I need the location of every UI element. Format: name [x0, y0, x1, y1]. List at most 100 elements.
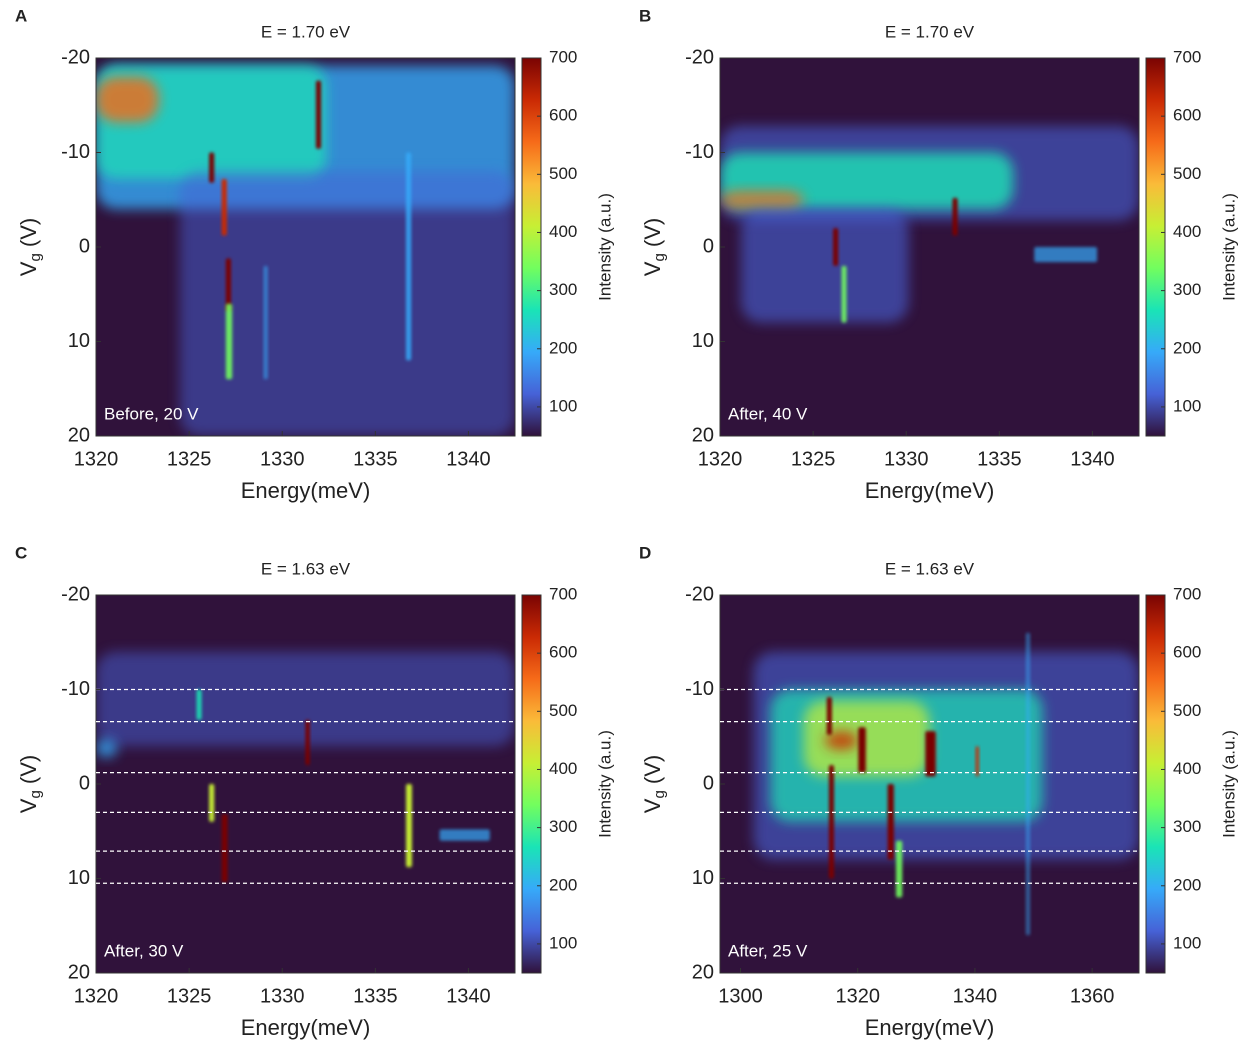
- intensity-feature: [841, 265, 847, 323]
- y-axis-label-suffix: (V): [640, 755, 665, 790]
- x-tick-label: 1325: [167, 448, 212, 470]
- panel: 1320 1325 1330 1335 1340 -20 -10 0 10 20 Energy(me…: [15, 6, 614, 502]
- colorbar-label: Intensity (a.u.): [595, 730, 614, 838]
- colorbar-tick-label: 500: [549, 701, 577, 720]
- x-tick-label: 1320: [698, 448, 743, 470]
- colorbar-tick-label: 300: [549, 817, 577, 836]
- intensity-feature: [952, 197, 958, 236]
- colorbar-tick-label: 200: [1173, 338, 1201, 357]
- panel: 1320 1325 1330 1335 1340 -20 -10 0 10 20 Energy(me…: [639, 6, 1238, 502]
- panel: 1320 1325 1330 1335 1340 -20 -10 0 10 20 Energy(me…: [15, 543, 614, 1039]
- y-axis-label-subscript: g: [651, 253, 668, 261]
- panel-label: C: [15, 543, 27, 562]
- y-axis-label: Vg (V): [16, 755, 44, 813]
- x-tick-label: 1340: [953, 985, 998, 1007]
- intensity-feature: [221, 814, 228, 883]
- y-tick-label: 10: [692, 330, 714, 352]
- intensity-feature: [225, 303, 233, 380]
- y-tick-label: -20: [61, 583, 90, 605]
- intensity-feature: [96, 651, 515, 747]
- panel: 1300 1320 1340 1360 -20 -10 0 10 20 Energy(meV) Vg…: [639, 543, 1238, 1039]
- y-axis-label-main: V: [640, 798, 665, 813]
- intensity-feature: [315, 80, 322, 149]
- x-tick-label: 1360: [1070, 985, 1115, 1007]
- colorbar-tick-label: 300: [549, 280, 577, 299]
- panel-label: A: [15, 6, 27, 25]
- x-tick-label: 1335: [353, 448, 398, 470]
- y-axis-label: Vg (V): [16, 218, 44, 276]
- annotation: After, 25 V: [728, 941, 808, 960]
- colorbar-tick-label: 700: [549, 584, 577, 603]
- intensity-feature: [305, 719, 310, 766]
- y-tick-label: 20: [692, 961, 714, 983]
- intensity-feature: [803, 700, 930, 777]
- y-tick-label: -20: [685, 46, 714, 68]
- y-tick-label: -10: [685, 141, 714, 163]
- colorbar-tick-label: 600: [1173, 643, 1201, 662]
- x-tick-label: 1335: [977, 448, 1022, 470]
- intensity-feature: [1034, 247, 1098, 263]
- intensity-feature: [196, 689, 202, 720]
- intensity-feature: [925, 731, 936, 777]
- x-axis-label: Energy(meV): [241, 1015, 371, 1040]
- x-tick-label: 1320: [74, 448, 119, 470]
- y-tick-label: -10: [61, 678, 90, 700]
- colorbar-tick-label: 100: [1173, 396, 1201, 415]
- intensity-feature: [826, 697, 832, 735]
- intensity-feature: [740, 209, 909, 323]
- x-axis-label: Energy(meV): [241, 478, 371, 503]
- colorbar-tick-label: 700: [1173, 584, 1201, 603]
- x-axis-label: Energy(meV): [865, 1015, 995, 1040]
- y-tick-label: -10: [61, 141, 90, 163]
- y-tick-label: 0: [703, 772, 714, 794]
- intensity-feature: [96, 738, 117, 758]
- colorbar-tick-label: 500: [549, 164, 577, 183]
- intensity-feature: [828, 765, 834, 879]
- x-tick-label: 1330: [260, 448, 305, 470]
- colorbar-tick-label: 600: [1173, 106, 1201, 125]
- colorbar-tick-label: 100: [1173, 933, 1201, 952]
- y-tick-label: 10: [68, 867, 90, 889]
- intensity-feature: [96, 76, 159, 123]
- colorbar-label: Intensity (a.u.): [1219, 730, 1238, 838]
- x-tick-label: 1330: [260, 985, 305, 1007]
- colorbar-tick-label: 200: [549, 875, 577, 894]
- annotation: After, 40 V: [728, 404, 808, 423]
- y-tick-label: 0: [703, 235, 714, 257]
- intensity-feature: [439, 829, 490, 841]
- colorbar-tick-label: 500: [1173, 164, 1201, 183]
- x-tick-label: 1340: [446, 985, 491, 1007]
- panel-title: E = 1.70 eV: [885, 22, 975, 41]
- colorbar-tick-label: 700: [1173, 47, 1201, 66]
- colorbar-tick-label: 400: [1173, 222, 1201, 241]
- intensity-feature: [833, 228, 839, 266]
- colorbar-tick-label: 400: [549, 759, 577, 778]
- intensity-feature: [824, 731, 859, 750]
- y-axis-label-subscript: g: [27, 253, 44, 261]
- intensity-feature: [975, 746, 979, 777]
- intensity-feature: [858, 727, 866, 773]
- colorbar-tick-label: 600: [549, 106, 577, 125]
- intensity-feature: [263, 265, 268, 380]
- y-axis-label-suffix: (V): [16, 218, 41, 253]
- intensity-feature: [406, 784, 412, 868]
- y-tick-label: -20: [61, 46, 90, 68]
- x-tick-label: 1325: [791, 448, 836, 470]
- y-axis-label-main: V: [640, 261, 665, 276]
- y-axis-label: Vg (V): [640, 755, 668, 813]
- colorbar-label: Intensity (a.u.): [1219, 193, 1238, 301]
- intensity-feature: [1025, 632, 1031, 936]
- heatmap: [720, 58, 1139, 436]
- intensity-feature: [225, 258, 231, 312]
- heatmap: [96, 58, 515, 436]
- x-tick-label: 1330: [884, 448, 929, 470]
- panel-label: D: [639, 543, 651, 562]
- heatmap: [96, 595, 515, 973]
- intensity-feature: [720, 190, 804, 210]
- y-axis-label-subscript: g: [651, 790, 668, 798]
- x-tick-label: 1300: [718, 985, 763, 1007]
- annotation: After, 30 V: [104, 941, 184, 960]
- colorbar-tick-label: 700: [549, 47, 577, 66]
- y-axis-label: Vg (V): [640, 218, 668, 276]
